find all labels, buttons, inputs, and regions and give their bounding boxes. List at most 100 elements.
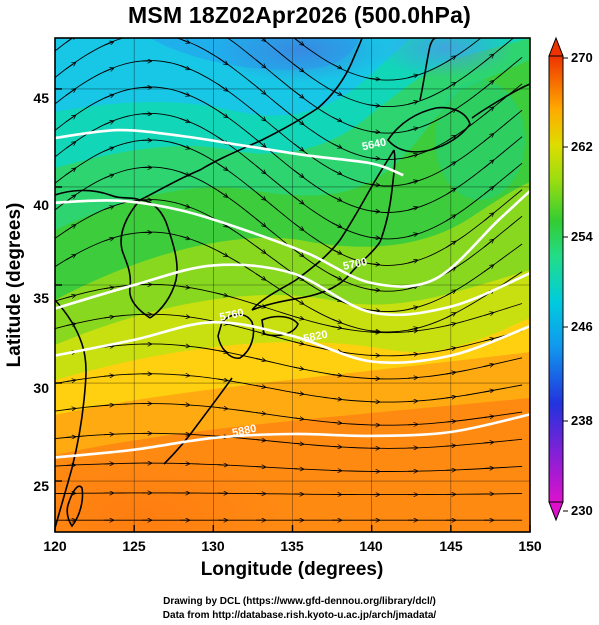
- coast-honshu-north: [251, 149, 395, 311]
- streamline: [55, 86, 523, 213]
- streamline: [55, 139, 523, 266]
- x-tick-labels: 120 125 130 135 140 145 150: [43, 538, 542, 554]
- streamline-arrow: [483, 81, 494, 89]
- streamline-arrow: [255, 273, 266, 280]
- streamline-arrow: [407, 181, 418, 185]
- streamline-arrow: [483, 107, 494, 116]
- streamline-arrow: [407, 234, 418, 238]
- streamline-arrow: [331, 274, 342, 280]
- colorbar-label: 246: [571, 319, 593, 334]
- streamline-arrow: [256, 440, 266, 441]
- streamline-arrow: [445, 188, 456, 195]
- streamline-arrow: [484, 28, 494, 36]
- streamline-arrow: [256, 467, 266, 468]
- streamline: [55, 492, 523, 496]
- contour-label: 5640: [361, 136, 387, 153]
- streamline-arrow: [408, 424, 418, 425]
- streamline-arrow: [294, 393, 304, 395]
- streamline-arrow: [294, 418, 304, 419]
- streamline-arrow: [331, 222, 342, 228]
- streamline-arrow: [445, 56, 456, 63]
- colorbar-ticks: [563, 57, 568, 512]
- contour-label: 5820: [302, 329, 328, 346]
- streamline-arrow: [483, 160, 494, 169]
- streamline-arrow: [217, 294, 228, 297]
- colorbar-gradient: [548, 55, 564, 503]
- streamline-arrow: [66, 437, 76, 438]
- streamline-arrow: [293, 222, 304, 230]
- streamline: [55, 38, 523, 134]
- streamline-arrow: [407, 307, 418, 310]
- streamline-arrow: [484, 442, 494, 443]
- colorbar-label: 254: [571, 229, 593, 244]
- x-tick-label: 145: [439, 538, 463, 554]
- streamline-arrow: [217, 83, 228, 91]
- streamline-arrow: [179, 64, 190, 69]
- streamline-arrow: [293, 249, 304, 257]
- x-tick-label: 140: [359, 538, 383, 554]
- streamline-arrow: [483, 239, 494, 248]
- cold-center: [375, 38, 515, 78]
- streamline-arrow: [217, 110, 228, 118]
- streamline-arrow: [179, 38, 190, 43]
- streamline-arrow: [483, 54, 494, 63]
- coast-kurils: [471, 83, 530, 119]
- height-contours: [55, 128, 530, 459]
- streamline-arrow: [255, 138, 266, 147]
- streamline-arrow: [483, 313, 494, 316]
- streamline-arrow: [293, 342, 304, 344]
- streamline: [55, 283, 523, 334]
- colorbar-label: 270: [571, 50, 593, 65]
- streamline: [55, 462, 523, 472]
- credit-drawing: Drawing by DCL (https://www.gfd-dennou.o…: [163, 596, 436, 607]
- streamline-arrow: [331, 318, 342, 323]
- streamline-arrow: [180, 434, 190, 435]
- streamline-arrow: [332, 375, 342, 376]
- streamline-arrow: [218, 5, 228, 12]
- streamline-arrow: [407, 101, 418, 105]
- map-title: MSM 18Z02Apr2026 (500.0hPa): [128, 2, 471, 28]
- streamline-arrow: [65, 89, 76, 96]
- height-contour-5880: [55, 413, 530, 459]
- streamline-arrow: [65, 295, 76, 298]
- streamline-arrow: [103, 95, 114, 99]
- streamline-arrow: [370, 331, 380, 332]
- streamline-arrow: [332, 446, 342, 447]
- streamline-arrow: [293, 143, 304, 151]
- colorbar-labels: 270 262 254 246 238 230: [571, 50, 593, 518]
- streamline-arrow: [484, 390, 494, 392]
- streamline-arrow: [256, 386, 266, 388]
- streamline-arrow: [445, 241, 456, 248]
- height-contour-5640: [55, 128, 404, 177]
- streamline-arrow: [103, 42, 114, 46]
- streamline-arrow: [255, 85, 266, 94]
- streamline-arrow: [65, 225, 76, 232]
- streamline-arrow: [65, 115, 76, 123]
- x-tick-label: 130: [201, 538, 225, 554]
- streamline-arrow: [331, 248, 342, 254]
- streamline: [55, 403, 523, 426]
- coast-manchuria: [139, 38, 363, 201]
- coast-china-east: [55, 299, 87, 529]
- x-tick-label: 150: [518, 538, 542, 554]
- streamline-arrow: [331, 63, 342, 69]
- streamline-arrow: [332, 327, 342, 329]
- streamline-arrow: [66, 380, 76, 382]
- streamline-arrow: [103, 68, 114, 73]
- contour-label: 5880: [231, 423, 257, 440]
- streamline-arrow: [217, 250, 228, 256]
- colorbar-label: 262: [571, 139, 593, 154]
- streamline-arrow: [104, 15, 114, 19]
- y-axis-label: Latitude (degrees): [4, 203, 25, 368]
- streamline-arrow: [103, 206, 114, 211]
- streamline-arrow: [370, 310, 380, 311]
- colorbar: 270 262 254 246 238 230: [548, 36, 593, 522]
- streamline-arrow: [255, 245, 266, 253]
- streamline-arrow: [179, 235, 190, 239]
- streamlines: [55, 5, 523, 520]
- streamline-arrow: [104, 405, 114, 406]
- colorbar-label: 238: [571, 413, 593, 428]
- streamline-arrow: [218, 379, 228, 381]
- streamline-arrow: [483, 338, 494, 341]
